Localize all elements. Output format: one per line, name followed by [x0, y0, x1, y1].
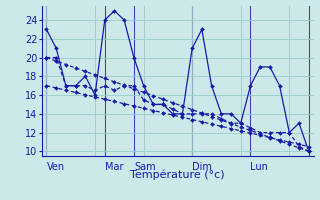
Text: Mar: Mar — [105, 162, 123, 172]
Text: Dim: Dim — [192, 162, 212, 172]
X-axis label: Température (°c): Température (°c) — [130, 170, 225, 180]
Text: Lun: Lun — [251, 162, 268, 172]
Text: Ven: Ven — [46, 162, 65, 172]
Text: Sam: Sam — [134, 162, 156, 172]
